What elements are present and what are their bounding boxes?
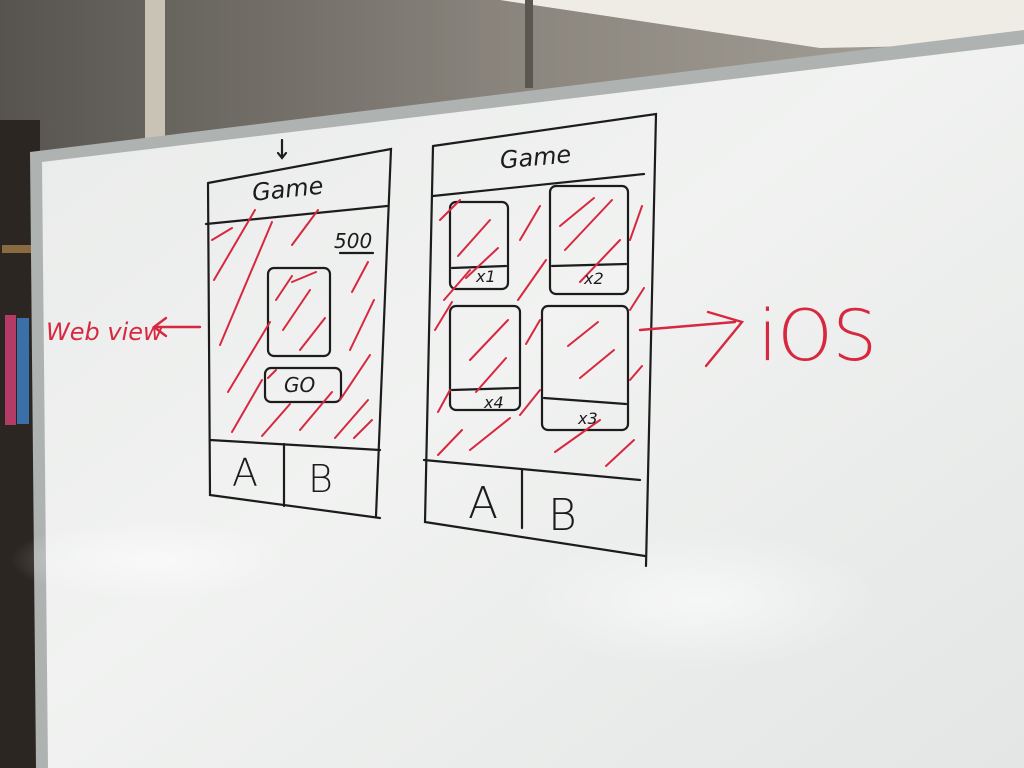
ios-tile-1-label: x1	[475, 267, 496, 286]
ios-tile-4-label: x4	[483, 393, 504, 412]
ios-tile-2[interactable]	[548, 184, 630, 296]
ios-tab-b[interactable]: B	[548, 490, 577, 541]
ios-hatching	[434, 197, 645, 467]
ios-tile-2-divider	[550, 262, 628, 268]
arrow-left-icon	[152, 316, 202, 338]
ios-tile-4[interactable]	[448, 304, 522, 412]
arrow-down-icon	[276, 138, 288, 160]
go-button-label[interactable]: GO	[284, 373, 315, 397]
web-view-label: Web view	[46, 318, 163, 346]
ios-title-divider	[431, 172, 646, 198]
web-mockup	[204, 138, 393, 520]
book	[2, 245, 32, 253]
web-hatching	[211, 209, 375, 439]
ios-label: iOS	[758, 295, 877, 377]
ios-mockup	[422, 112, 658, 568]
glare	[10, 520, 290, 600]
book	[17, 318, 29, 424]
go-button[interactable]	[263, 366, 343, 404]
ios-tile-1[interactable]	[448, 200, 510, 291]
book	[5, 315, 16, 425]
ios-tile-4-divider	[450, 386, 520, 392]
ios-tile-2-label: x2	[583, 269, 604, 288]
arrow-right-icon	[638, 310, 745, 368]
pillar	[145, 0, 165, 140]
glare	[520, 530, 880, 670]
game-card-image	[266, 266, 332, 358]
web-title-divider	[204, 204, 389, 226]
ios-tile-3-divider	[542, 396, 628, 406]
pillar-shadow	[525, 0, 533, 88]
ios-title: Game	[499, 140, 573, 174]
ios-tile-3-label: x3	[577, 409, 598, 428]
web-tab-a[interactable]: A	[232, 451, 258, 495]
web-score: 500	[334, 229, 372, 253]
ios-phone-outline	[423, 112, 658, 568]
ios-tabbar-divider	[422, 458, 642, 482]
web-tab-b[interactable]: B	[308, 457, 333, 501]
web-tabbar-divider	[208, 438, 382, 452]
ceiling-light	[500, 0, 1024, 48]
web-phone-outline	[206, 147, 393, 520]
ios-tab-a[interactable]: A	[468, 478, 498, 529]
